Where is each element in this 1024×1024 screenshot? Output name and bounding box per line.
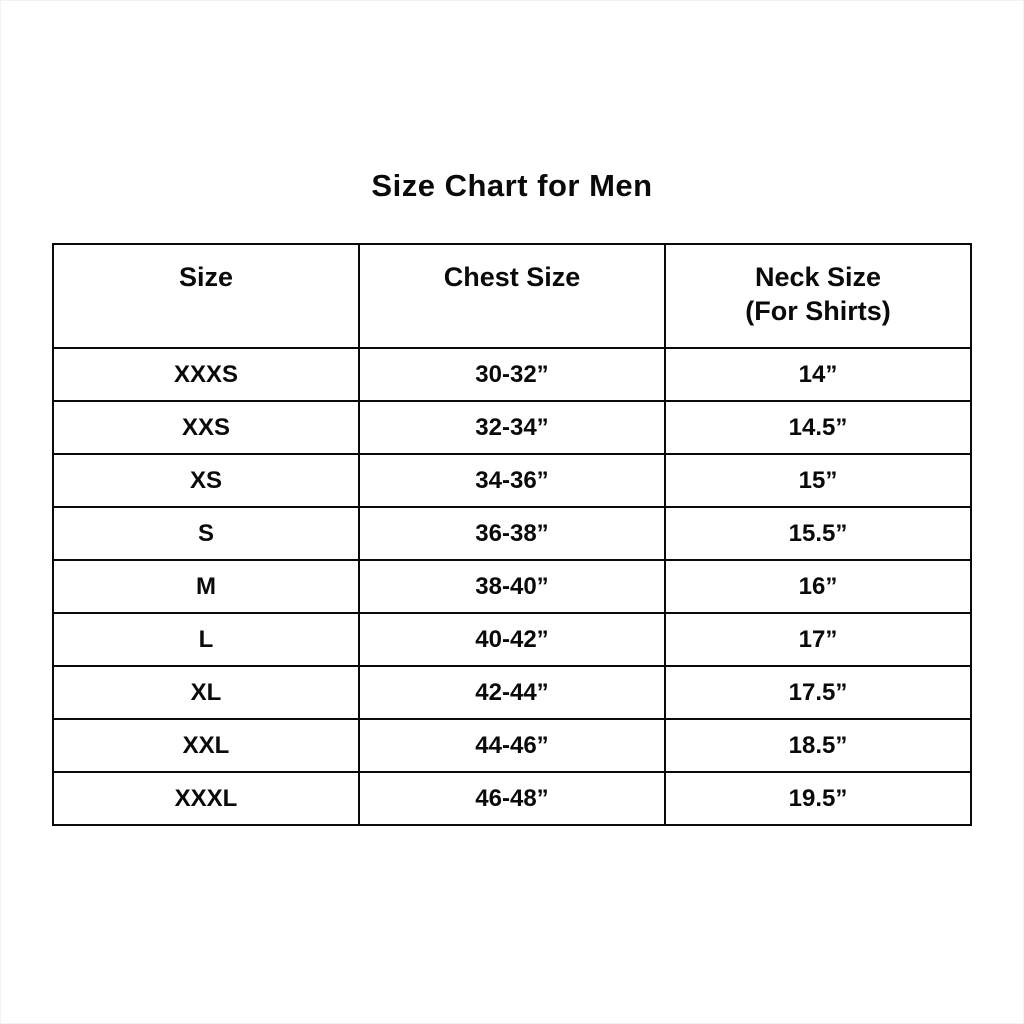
table-row: S 36-38” 15.5” xyxy=(52,506,972,561)
header-cell-neck-size: Neck Size (For Shirts) xyxy=(664,243,972,349)
header-cell-size: Size xyxy=(52,243,360,349)
page-title: Size Chart for Men xyxy=(371,168,653,203)
cell-chest-size: 38-40” xyxy=(358,559,666,614)
cell-chest-size: 34-36” xyxy=(358,453,666,508)
table-body: XXXS 30-32” 14” XXS 32-34” 14.5” XS 34-3… xyxy=(52,347,972,826)
cell-neck-size: 17” xyxy=(664,612,972,667)
cell-chest-size: 46-48” xyxy=(358,771,666,826)
cell-size: XS xyxy=(52,453,360,508)
cell-size: M xyxy=(52,559,360,614)
cell-size: XXXS xyxy=(52,347,360,402)
header-label-chest-size: Chest Size xyxy=(443,262,581,292)
table-row: XXL 44-46” 18.5” xyxy=(52,718,972,773)
cell-neck-size: 17.5” xyxy=(664,665,972,720)
table-row: XXS 32-34” 14.5” xyxy=(52,400,972,455)
cell-size: XL xyxy=(52,665,360,720)
cell-chest-size: 30-32” xyxy=(358,347,666,402)
cell-size: XXS xyxy=(52,400,360,455)
cell-chest-size: 42-44” xyxy=(358,665,666,720)
header-row: Size Chest Size Neck Size (For Shirts) xyxy=(52,243,972,349)
cell-size: XXXL xyxy=(52,771,360,826)
table-row: L 40-42” 17” xyxy=(52,612,972,667)
cell-size: XXL xyxy=(52,718,360,773)
header-label-size: Size xyxy=(178,262,234,292)
header-sublabel-neck-size: (For Shirts) xyxy=(745,295,891,326)
table-header: Size Chest Size Neck Size (For Shirts) xyxy=(52,243,972,349)
cell-neck-size: 15” xyxy=(664,453,972,508)
cell-chest-size: 44-46” xyxy=(358,718,666,773)
cell-neck-size: 18.5” xyxy=(664,718,972,773)
header-label-neck-size: Neck Size xyxy=(754,262,882,292)
cell-neck-size: 15.5” xyxy=(664,506,972,561)
cell-chest-size: 32-34” xyxy=(358,400,666,455)
cell-neck-size: 19.5” xyxy=(664,771,972,826)
cell-neck-size: 16” xyxy=(664,559,972,614)
header-cell-chest-size: Chest Size xyxy=(358,243,666,349)
cell-size: L xyxy=(52,612,360,667)
cell-neck-size: 14” xyxy=(664,347,972,402)
table-row: XL 42-44” 17.5” xyxy=(52,665,972,720)
table-row: XXXL 46-48” 19.5” xyxy=(52,771,972,826)
cell-size: S xyxy=(52,506,360,561)
cell-chest-size: 40-42” xyxy=(358,612,666,667)
size-chart-table: Size Chest Size Neck Size (For Shirts) X… xyxy=(52,243,972,826)
table-row: XXXS 30-32” 14” xyxy=(52,347,972,402)
table-row: XS 34-36” 15” xyxy=(52,453,972,508)
cell-chest-size: 36-38” xyxy=(358,506,666,561)
table-row: M 38-40” 16” xyxy=(52,559,972,614)
cell-neck-size: 14.5” xyxy=(664,400,972,455)
